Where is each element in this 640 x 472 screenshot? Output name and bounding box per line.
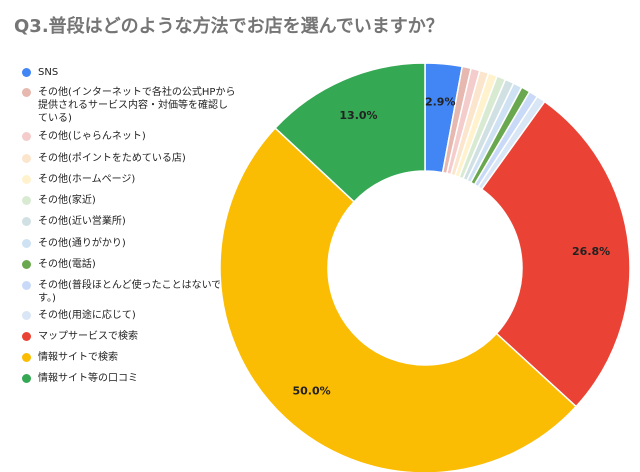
legend-label: その他(用途に応じて)	[38, 310, 136, 321]
legend-item: その他(普段ほとんど使ったことはないです。)	[22, 279, 237, 305]
slice-data-label: 50.0%	[292, 385, 330, 398]
legend-item: その他(ホームページ)	[22, 173, 237, 186]
slice-data-label: 13.0%	[339, 109, 377, 122]
legend-label: その他(インターネットで各社の公式HPから提供されるサービス内容・対価等を確認し…	[38, 87, 236, 124]
legend-swatch	[22, 332, 31, 341]
legend-swatch	[22, 281, 31, 290]
legend-label: その他(近い営業所)	[38, 216, 126, 227]
legend-swatch	[22, 217, 31, 226]
slice-data-label: 26.8%	[572, 245, 610, 258]
legend-swatch	[22, 239, 31, 248]
legend-label: マップサービスで検索	[38, 331, 138, 342]
legend-swatch	[22, 68, 31, 77]
legend-label: その他(ホームページ)	[38, 174, 136, 185]
legend-item: その他(ポイントをためている店)	[22, 152, 237, 165]
donut-slice	[219, 126, 578, 472]
legend-item: その他(電話)	[22, 258, 237, 271]
legend-label: その他(家近)	[38, 195, 96, 206]
legend-item: その他(家近)	[22, 194, 237, 207]
legend-swatch	[22, 175, 31, 184]
legend-label: その他(電話)	[38, 259, 96, 270]
chart-title: Q3.普段はどのような方法でお店を選んでいますか？	[14, 16, 444, 37]
legend-item: 情報サイトで検索	[22, 351, 237, 364]
legend-label: 情報サイト等の口コミ	[38, 373, 138, 384]
legend-item: その他(通りがかり)	[22, 237, 237, 250]
legend-label: その他(通りがかり)	[38, 238, 126, 249]
legend-item: 情報サイト等の口コミ	[22, 372, 237, 385]
legend-item: SNS	[22, 66, 237, 79]
legend-swatch	[22, 353, 31, 362]
legend-swatch	[22, 196, 31, 205]
legend-swatch	[22, 374, 31, 383]
legend-label: その他(じゃらんネット)	[38, 131, 146, 142]
legend-label: その他(ポイントをためている店)	[38, 153, 186, 164]
legend-item: その他(じゃらんネット)	[22, 130, 237, 143]
donut-slice	[274, 62, 426, 203]
legend-item: マップサービスで検索	[22, 330, 237, 343]
legend-swatch	[22, 260, 31, 269]
legend-item: その他(近い営業所)	[22, 215, 237, 228]
legend-item: その他(用途に応じて)	[22, 309, 237, 322]
slice-data-label: 2.9%	[425, 96, 456, 109]
legend-swatch	[22, 132, 31, 141]
legend-swatch	[22, 88, 31, 97]
donut-slice	[480, 100, 631, 408]
legend-label: その他(普段ほとんど使ったことはないです。)	[38, 280, 222, 304]
legend-swatch	[22, 154, 31, 163]
legend-label: 情報サイトで検索	[38, 352, 118, 363]
legend-swatch	[22, 311, 31, 320]
legend-label: SNS	[38, 67, 59, 78]
legend-item: その他(インターネットで各社の公式HPから提供されるサービス内容・対価等を確認し…	[22, 86, 237, 125]
